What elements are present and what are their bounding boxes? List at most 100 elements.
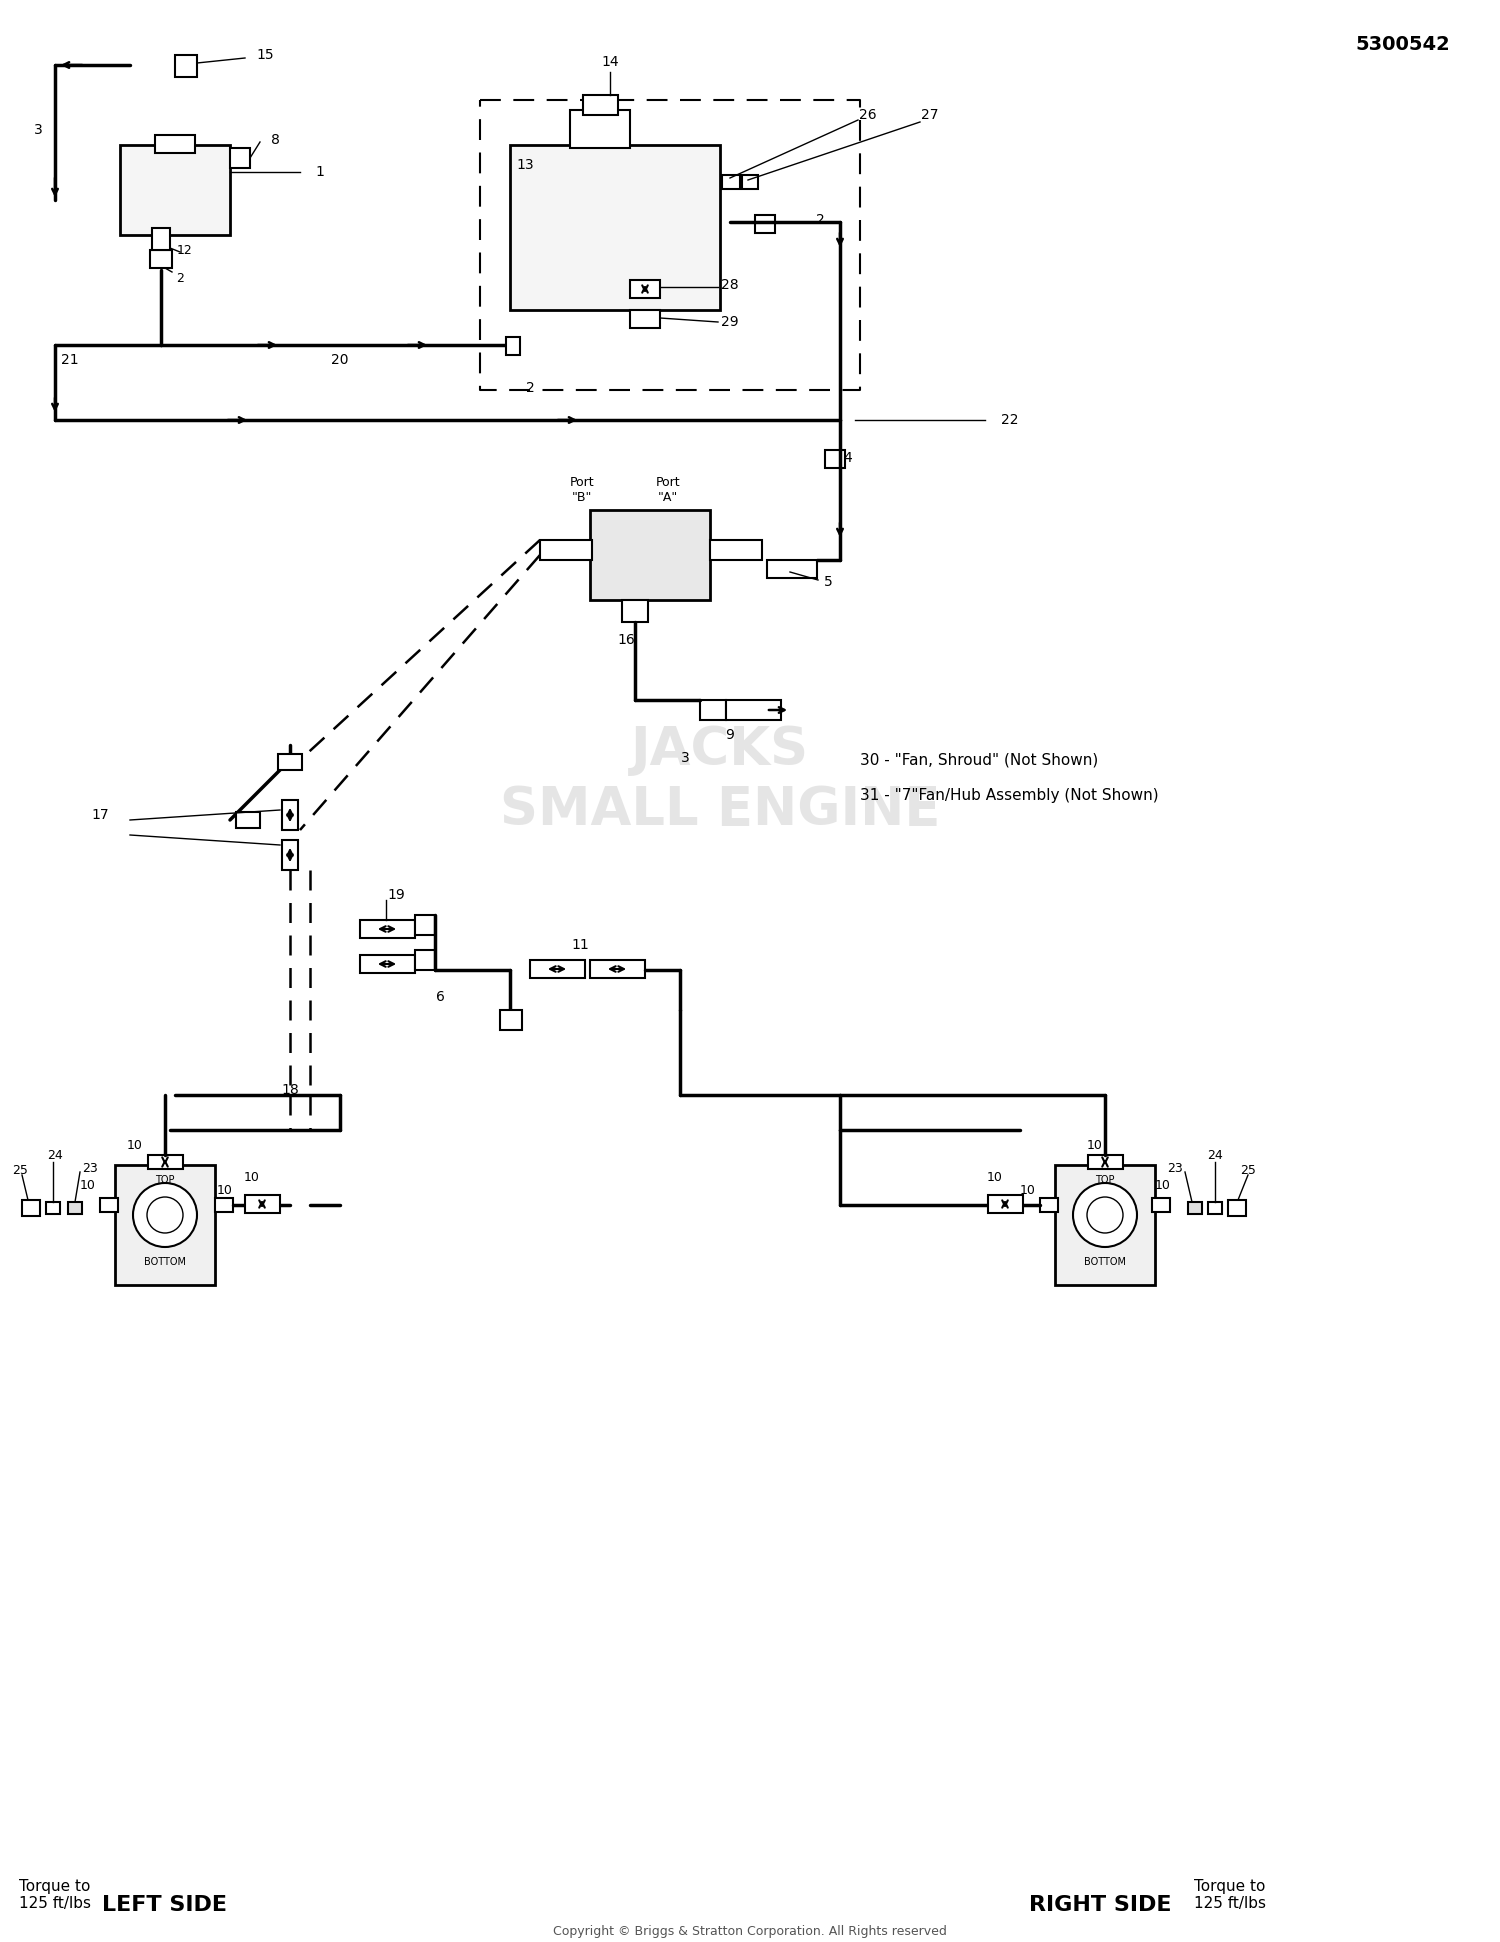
Bar xyxy=(510,146,720,311)
Text: LEFT SIDE: LEFT SIDE xyxy=(102,1895,228,1915)
Bar xyxy=(416,915,435,934)
Text: 25: 25 xyxy=(12,1163,28,1177)
Bar xyxy=(1208,1202,1222,1214)
Text: 26: 26 xyxy=(859,109,877,122)
Text: Copyright © Briggs & Stratton Corporation. All Rights reserved: Copyright © Briggs & Stratton Corporatio… xyxy=(554,1925,946,1938)
Bar xyxy=(988,1194,1023,1214)
Bar xyxy=(244,1194,280,1214)
Bar xyxy=(360,955,416,973)
Bar xyxy=(148,1155,183,1169)
Bar xyxy=(825,451,844,468)
Text: BOTTOM: BOTTOM xyxy=(144,1256,186,1266)
Text: 10: 10 xyxy=(987,1171,1004,1183)
Text: TOP: TOP xyxy=(156,1175,174,1185)
Circle shape xyxy=(147,1196,183,1233)
Text: 10: 10 xyxy=(80,1179,96,1192)
Text: Port
"B": Port "B" xyxy=(570,476,594,505)
Text: 4: 4 xyxy=(843,451,852,464)
Text: 20: 20 xyxy=(332,353,348,367)
Text: Torque to
125 ft/lbs: Torque to 125 ft/lbs xyxy=(1194,1878,1266,1911)
Text: 2: 2 xyxy=(176,272,184,284)
Text: 2: 2 xyxy=(816,214,825,227)
Bar xyxy=(116,1165,214,1286)
Text: 5: 5 xyxy=(824,575,833,588)
Bar xyxy=(278,753,302,769)
Text: 23: 23 xyxy=(82,1161,98,1175)
Bar xyxy=(590,959,645,979)
Text: 30 - "Fan, Shroud" (Not Shown): 30 - "Fan, Shroud" (Not Shown) xyxy=(859,752,1098,767)
Bar xyxy=(360,921,416,938)
Text: 19: 19 xyxy=(387,887,405,901)
Text: 5300542: 5300542 xyxy=(1356,35,1450,54)
Bar xyxy=(710,540,762,559)
Text: 27: 27 xyxy=(921,109,939,122)
Bar xyxy=(1088,1155,1124,1169)
Text: 10: 10 xyxy=(244,1171,260,1183)
Text: 13: 13 xyxy=(516,157,534,173)
Bar xyxy=(742,175,758,188)
Circle shape xyxy=(1072,1183,1137,1247)
Text: 25: 25 xyxy=(1240,1163,1256,1177)
Bar xyxy=(152,227,170,251)
Text: 10: 10 xyxy=(1155,1179,1172,1192)
Text: 22: 22 xyxy=(1002,414,1019,427)
Text: 6: 6 xyxy=(435,990,444,1004)
Text: 24: 24 xyxy=(1208,1148,1222,1161)
Bar xyxy=(722,175,740,188)
Bar xyxy=(282,800,298,829)
Bar xyxy=(500,1010,522,1029)
Bar xyxy=(150,251,172,268)
Text: 9: 9 xyxy=(726,728,735,742)
Bar xyxy=(230,148,251,169)
Text: BOTTOM: BOTTOM xyxy=(1084,1256,1126,1266)
Bar xyxy=(530,959,585,979)
Bar xyxy=(1040,1198,1058,1212)
Text: 16: 16 xyxy=(616,633,634,647)
Text: 28: 28 xyxy=(722,278,740,291)
Text: 10: 10 xyxy=(217,1183,232,1196)
Bar xyxy=(282,841,298,870)
Bar xyxy=(22,1200,40,1216)
Text: 10: 10 xyxy=(1020,1183,1036,1196)
Bar xyxy=(754,216,776,233)
Bar xyxy=(120,146,230,235)
Text: 8: 8 xyxy=(270,132,279,148)
Bar xyxy=(540,540,592,559)
Text: 11: 11 xyxy=(572,938,590,952)
Text: 12: 12 xyxy=(177,243,194,256)
Bar xyxy=(46,1202,60,1214)
Bar xyxy=(506,338,520,355)
Text: 3: 3 xyxy=(681,752,690,765)
Bar xyxy=(584,95,618,115)
Text: 10: 10 xyxy=(1088,1138,1102,1152)
Bar xyxy=(1188,1202,1202,1214)
Text: 21: 21 xyxy=(62,353,80,367)
Text: 14: 14 xyxy=(602,54,619,70)
Bar xyxy=(214,1198,232,1212)
Text: 3: 3 xyxy=(33,122,42,138)
Text: 1: 1 xyxy=(315,165,324,179)
Circle shape xyxy=(1088,1196,1124,1233)
Bar xyxy=(1152,1198,1170,1212)
Bar xyxy=(1228,1200,1246,1216)
Circle shape xyxy=(134,1183,196,1247)
Bar xyxy=(68,1202,82,1214)
Bar xyxy=(1054,1165,1155,1286)
Text: TOP: TOP xyxy=(1095,1175,1114,1185)
Bar xyxy=(766,559,818,579)
Text: 31 - "7"Fan/Hub Assembly (Not Shown): 31 - "7"Fan/Hub Assembly (Not Shown) xyxy=(859,788,1158,802)
Bar xyxy=(622,600,648,621)
Text: Port
"A": Port "A" xyxy=(656,476,681,505)
Bar xyxy=(416,950,435,969)
Bar xyxy=(630,280,660,297)
Bar xyxy=(700,699,726,720)
Bar xyxy=(176,54,196,78)
Text: 17: 17 xyxy=(92,808,110,821)
Text: 18: 18 xyxy=(280,1084,298,1097)
Text: 23: 23 xyxy=(1167,1161,1184,1175)
Bar xyxy=(726,699,782,720)
Bar xyxy=(590,511,710,600)
Bar xyxy=(154,136,195,153)
Text: 2: 2 xyxy=(525,381,534,394)
Text: Torque to
125 ft/lbs: Torque to 125 ft/lbs xyxy=(20,1878,92,1911)
